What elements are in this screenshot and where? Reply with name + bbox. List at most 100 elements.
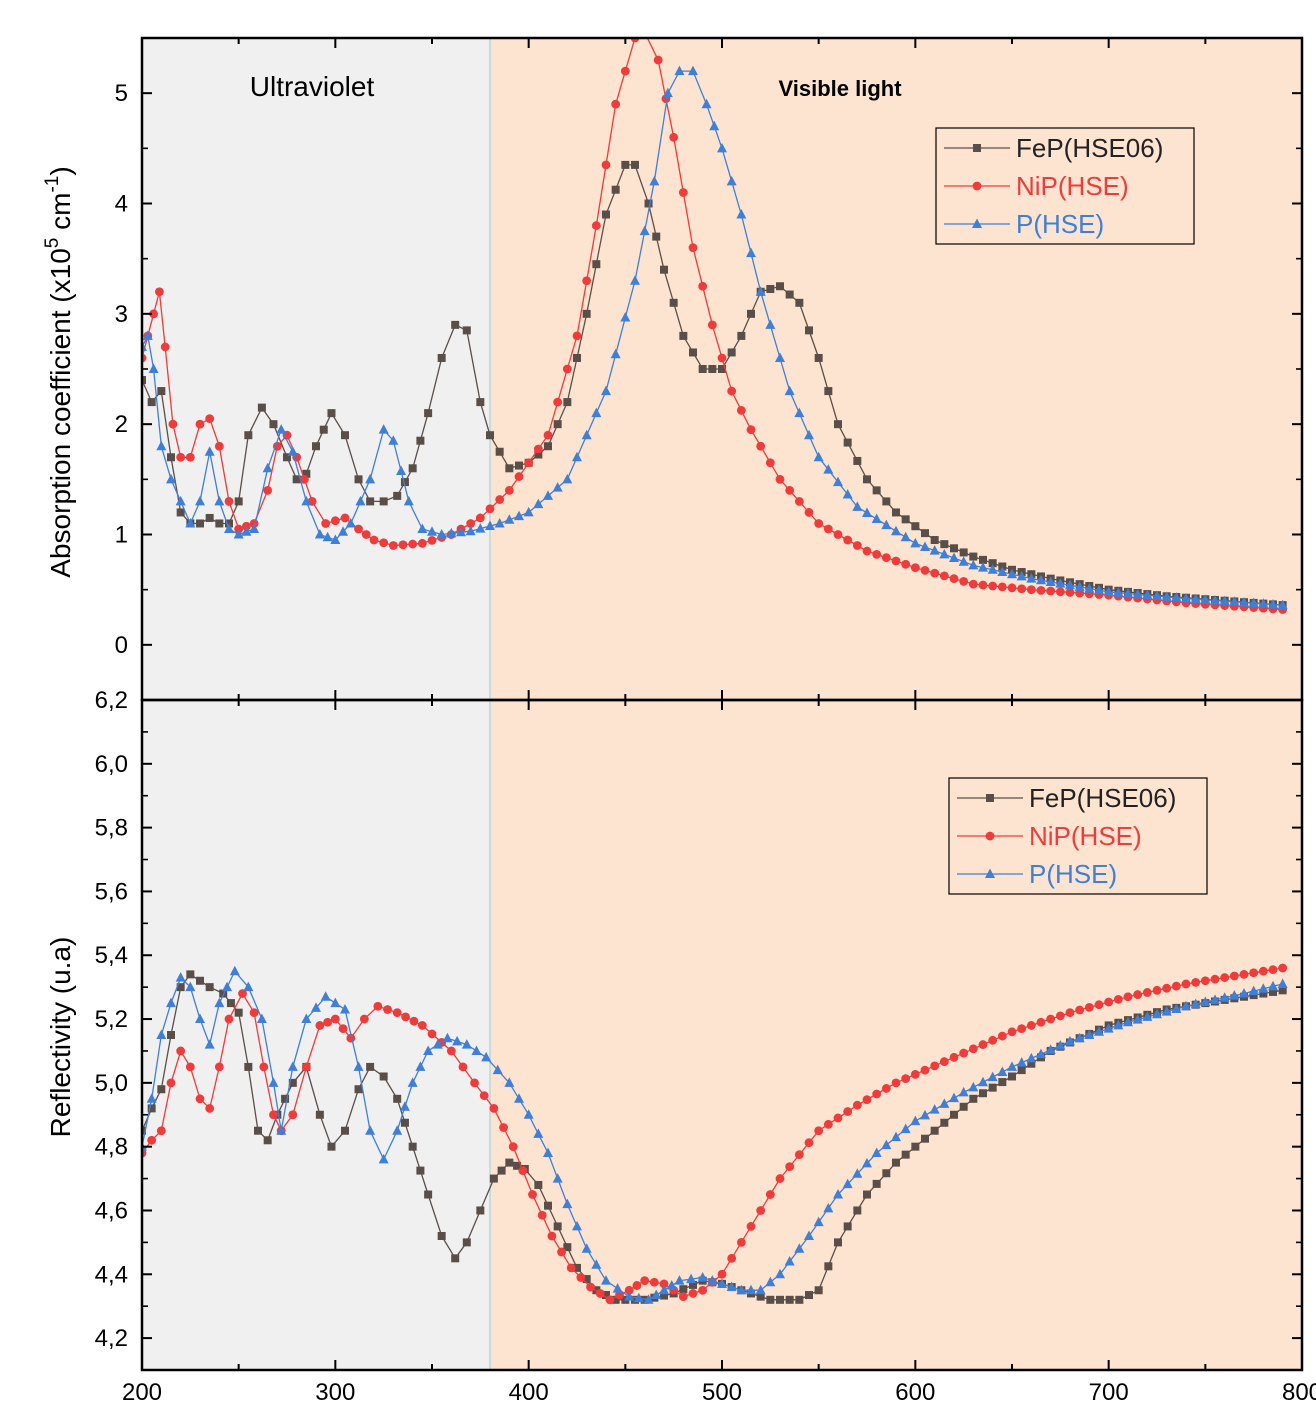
y-tick-label: 4,4 [95, 1261, 128, 1288]
data-point [620, 312, 631, 322]
data-point [939, 1057, 949, 1066]
data-point [669, 132, 679, 142]
data-point [458, 1062, 468, 1072]
data-point [610, 348, 621, 359]
data-point [727, 348, 736, 357]
data-point [630, 275, 640, 285]
data-point [553, 397, 563, 407]
data-point [576, 1273, 586, 1282]
data-point [514, 510, 524, 521]
data-point [805, 1291, 813, 1300]
data-point [939, 571, 949, 581]
data-point [920, 541, 930, 552]
data-point [997, 566, 1008, 577]
data-point [489, 1103, 499, 1113]
data-point [219, 989, 228, 998]
data-point [833, 530, 843, 539]
data-point [476, 1206, 485, 1215]
data-point [1239, 988, 1249, 998]
data-point [572, 331, 582, 341]
data-point [552, 1173, 563, 1183]
data-point [727, 386, 737, 396]
legend-marker-fep [986, 794, 994, 802]
data-point [396, 465, 407, 476]
data-point [881, 1084, 891, 1093]
data-point [911, 1142, 920, 1151]
data-point [1007, 1061, 1017, 1071]
data-point [1248, 597, 1259, 608]
y-tick-label: 6,0 [95, 751, 128, 778]
data-point [1181, 592, 1191, 603]
data-point [688, 1289, 698, 1298]
x-tick-label: 200 [122, 1379, 162, 1402]
data-point [533, 498, 544, 509]
data-point [1017, 584, 1027, 594]
data-point [662, 87, 673, 98]
data-point [543, 430, 553, 440]
data-point [652, 232, 661, 241]
data-point [582, 1275, 591, 1284]
data-point [1026, 1021, 1036, 1030]
data-point [794, 497, 804, 506]
data-point [485, 504, 495, 514]
data-point [621, 160, 630, 169]
data-point [910, 537, 921, 548]
data-point [901, 1150, 910, 1159]
data-point [204, 1039, 215, 1049]
data-point [804, 429, 814, 440]
data-point [534, 450, 543, 459]
data-point [1277, 978, 1288, 988]
data-point [775, 1268, 785, 1279]
data-point [698, 1285, 708, 1295]
data-point [615, 1290, 624, 1300]
reflectivity-legend: FeP(HSE06) NiP(HSE) P(HSE) [948, 777, 1208, 895]
data-point [755, 1284, 766, 1295]
data-point [1220, 973, 1230, 982]
data-point [1142, 589, 1153, 600]
data-point [504, 485, 514, 495]
data-point [249, 523, 260, 533]
data-point [785, 290, 794, 299]
data-point [978, 562, 988, 572]
y-tick-label: 4,2 [95, 1325, 128, 1352]
data-point [1190, 593, 1201, 604]
data-point [1055, 578, 1066, 588]
y-tick-label: 5,0 [95, 1070, 128, 1097]
data-point [882, 497, 891, 506]
data-point [1007, 1027, 1017, 1037]
data-point [979, 555, 987, 564]
data-point [1152, 985, 1162, 995]
data-point [736, 1237, 746, 1247]
data-point [689, 1280, 697, 1289]
data-point [1055, 1011, 1065, 1021]
data-point [254, 1126, 262, 1135]
data-point [747, 309, 755, 318]
data-point [1190, 998, 1201, 1009]
data-point [408, 1142, 417, 1151]
data-point [591, 1259, 602, 1269]
data-point [283, 453, 291, 462]
data-point [746, 247, 756, 258]
data-point [557, 1247, 566, 1257]
data-point [910, 563, 920, 572]
y-tick-label: 5,4 [95, 942, 128, 969]
data-point [504, 514, 515, 524]
data-point [417, 1021, 427, 1030]
data-point [659, 1284, 669, 1295]
data-point [910, 1115, 921, 1126]
data-point [969, 552, 978, 561]
data-point [1123, 992, 1133, 1002]
data-point [479, 1091, 489, 1101]
data-point [823, 464, 834, 474]
data-point [269, 420, 278, 429]
data-point [415, 1061, 426, 1071]
data-point [287, 446, 298, 456]
legend-label-fep: FeP(HSE06) [1029, 783, 1176, 813]
data-point [987, 1071, 998, 1082]
data-point [940, 540, 949, 549]
data-point [968, 559, 979, 570]
data-point [427, 1029, 437, 1039]
data-point [804, 1230, 814, 1240]
data-point [262, 462, 273, 473]
data-point [688, 243, 698, 253]
